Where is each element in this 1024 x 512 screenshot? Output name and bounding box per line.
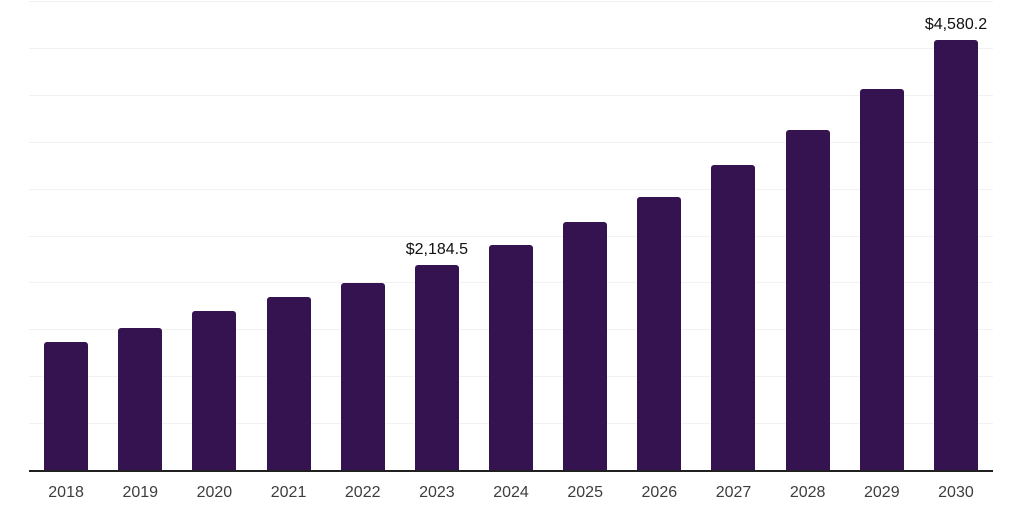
value-label-2030: $4,580.2 — [924, 16, 988, 34]
bar-column-2026 — [622, 1, 696, 470]
x-tick-2021: 2021 — [270, 484, 307, 501]
gridline — [29, 94, 993, 96]
bar-2019 — [118, 328, 163, 470]
bar-column-2024 — [474, 1, 548, 470]
bar-2020 — [192, 311, 237, 470]
x-tick-2018: 2018 — [48, 484, 84, 501]
bar-column-2022 — [326, 1, 400, 470]
bar-column-2018 — [29, 1, 103, 470]
bar-2030 — [933, 40, 978, 470]
bar-2022 — [340, 282, 385, 470]
bars-row: $2,184.5 $4,580.2 — [29, 1, 993, 470]
x-tick-2022: 2022 — [344, 484, 381, 501]
bar-2026 — [637, 196, 682, 470]
x-tick-2020: 2020 — [196, 484, 233, 501]
bar-column-2020 — [177, 1, 251, 470]
x-tick-2024: 2024 — [493, 484, 529, 501]
gridline — [29, 47, 993, 49]
x-tick-2028: 2028 — [789, 484, 826, 501]
x-tick-2030: 2030 — [938, 484, 974, 501]
x-tick-2025: 2025 — [567, 484, 603, 501]
plot-area: $2,184.5 $4,580.2 — [29, 1, 993, 472]
bar-column-2023: $2,184.5 — [400, 1, 474, 470]
x-tick-2026: 2026 — [641, 484, 678, 501]
x-tick-2027: 2027 — [715, 484, 752, 501]
bar-column-2025 — [548, 1, 622, 470]
bar-column-2029 — [845, 1, 919, 470]
x-tick-2019: 2019 — [122, 484, 159, 501]
bar-column-2027 — [696, 1, 770, 470]
bar-2018 — [44, 341, 89, 470]
gridline — [29, 235, 993, 237]
gridline — [29, 188, 993, 190]
bar-2021 — [266, 297, 311, 470]
bar-2028 — [785, 129, 830, 470]
bar-column-2019 — [103, 1, 177, 470]
gridline — [29, 141, 993, 143]
x-tick-2029: 2029 — [864, 484, 900, 501]
bar-2027 — [711, 165, 756, 470]
bar-column-2021 — [251, 1, 325, 470]
gridline — [29, 1, 993, 2]
bar-2023 — [414, 265, 459, 470]
x-axis-labels: 2018 2019 2020 2021 2022 2023 2024 2025 2026 2027… — [29, 484, 993, 501]
value-label-2023: $2,184.5 — [405, 241, 468, 259]
bar-column-2030: $4,580.2 — [919, 1, 993, 470]
bar-2025 — [563, 221, 608, 470]
bar-2029 — [859, 89, 904, 470]
bar-column-2028 — [771, 1, 845, 470]
bar-2024 — [489, 245, 534, 470]
x-tick-2023: 2023 — [419, 484, 455, 501]
